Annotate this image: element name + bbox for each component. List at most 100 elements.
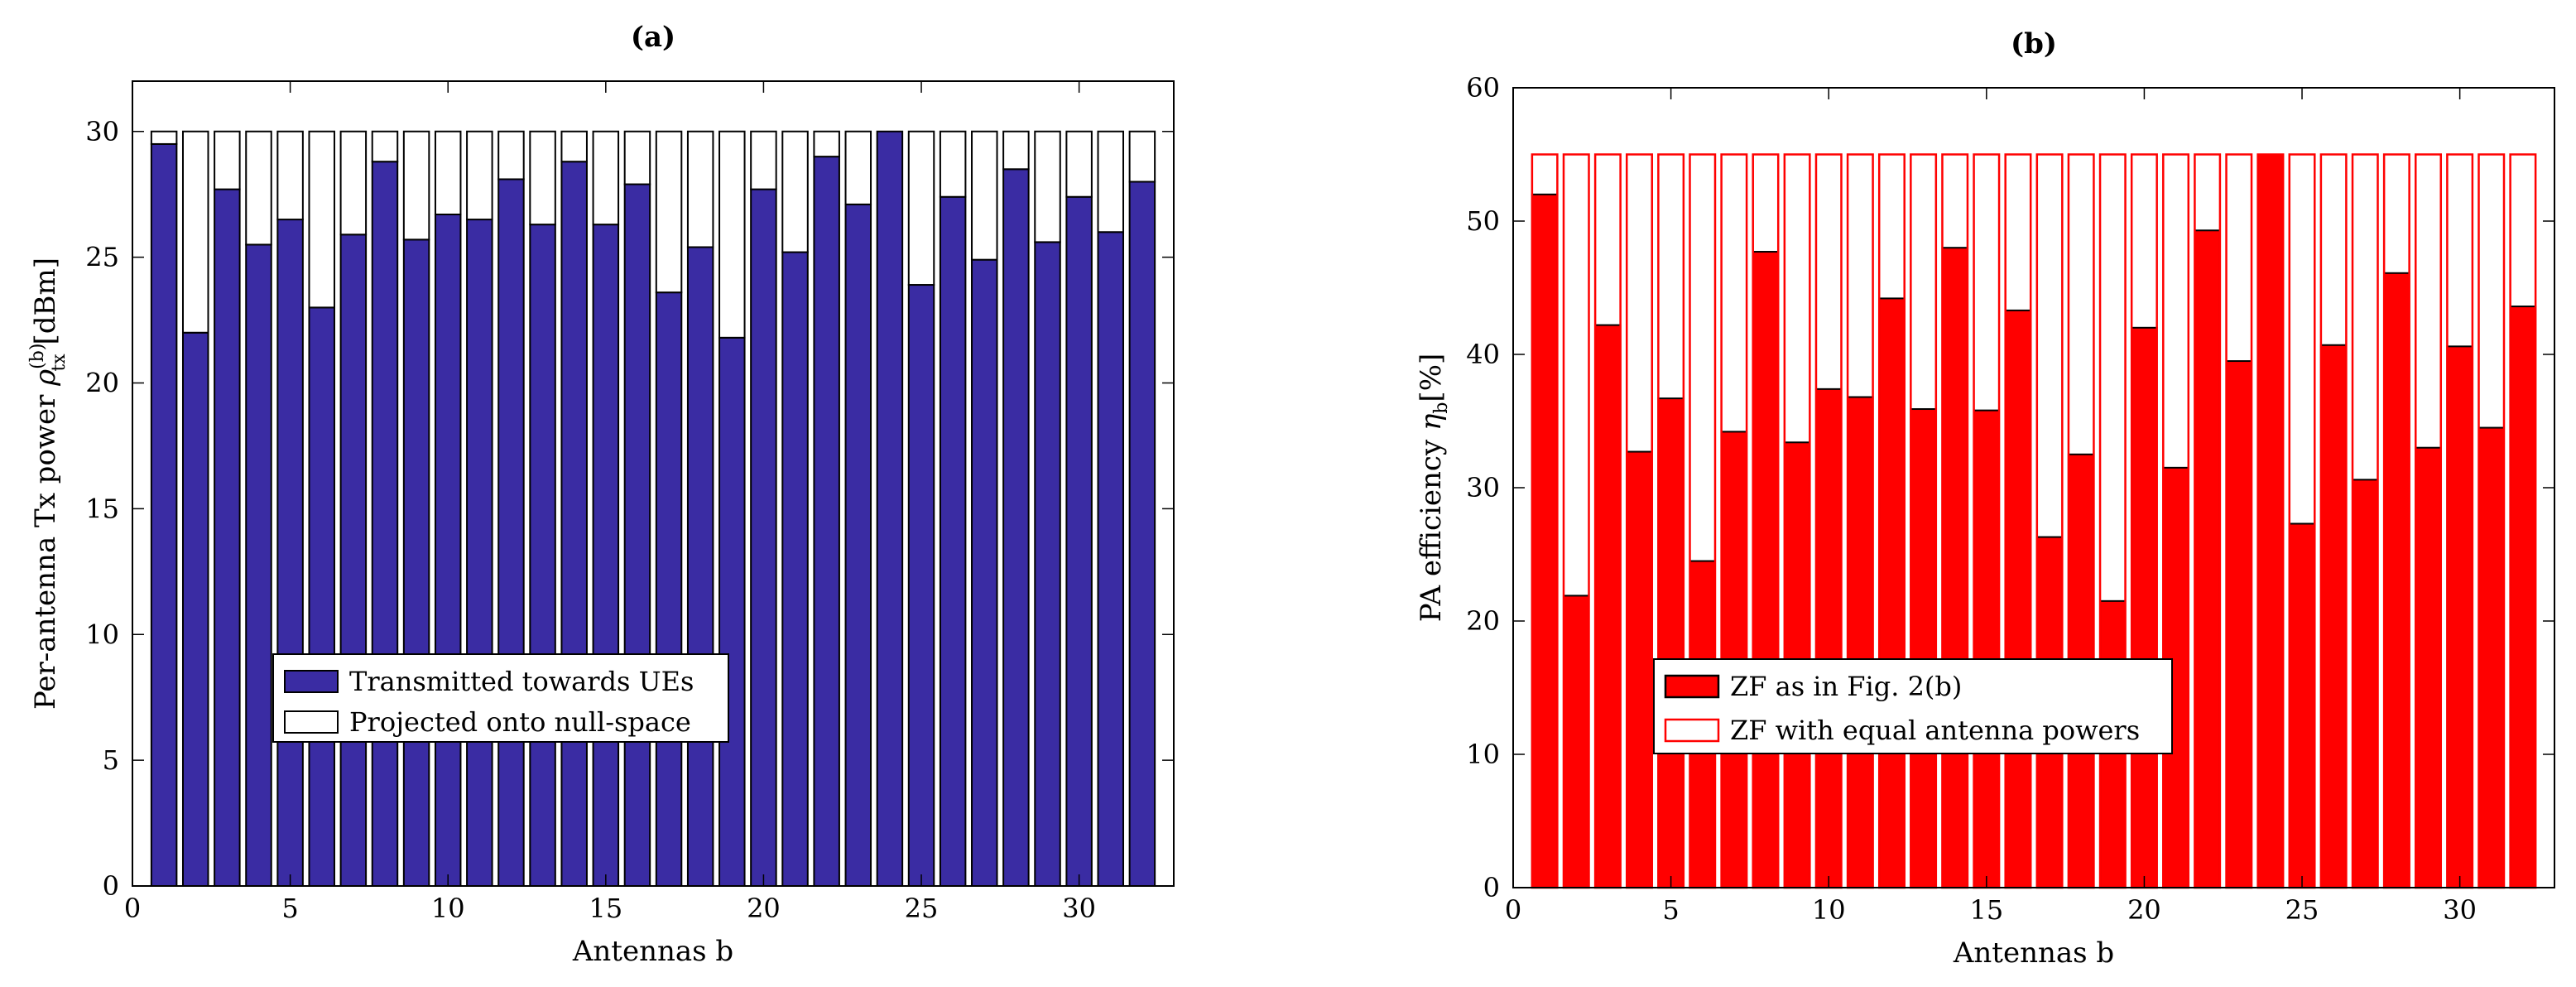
bar-transmitted bbox=[371, 161, 399, 887]
bar-null-space bbox=[1128, 130, 1156, 183]
bar-null-space bbox=[181, 130, 209, 334]
bar-null-space bbox=[560, 130, 588, 163]
chart-b: (b) 0 5 10 15 20 25 30 0 10 20 30 40 50 60 Antennas b PA… bbox=[1415, 27, 2555, 970]
y-tick-label: 30 bbox=[85, 116, 119, 147]
bar-zf bbox=[2383, 272, 2410, 889]
legend-swatch-transmitted bbox=[284, 670, 339, 693]
x-tick-label: 20 bbox=[747, 893, 781, 924]
bar-transmitted bbox=[1065, 195, 1093, 888]
bar-transmitted bbox=[592, 224, 620, 887]
bar-zf bbox=[2194, 229, 2221, 888]
x-axis-label: Antennas b bbox=[572, 935, 733, 968]
legend-swatch-null-space bbox=[284, 710, 339, 734]
x-tick-label: 5 bbox=[1662, 894, 1679, 926]
bar-zf bbox=[1531, 193, 1559, 889]
y-label-symbol: η bbox=[1415, 413, 1448, 431]
bar-zf bbox=[2256, 153, 2285, 888]
bar-transmitted bbox=[876, 130, 904, 887]
bar-null-space bbox=[276, 130, 304, 221]
bar-null-space bbox=[434, 130, 462, 215]
legend-box bbox=[1653, 658, 2173, 754]
y-tick-label: 15 bbox=[85, 493, 119, 524]
legend-label: Transmitted towards UEs bbox=[349, 666, 694, 697]
y-label-symbol: ρ bbox=[29, 369, 62, 387]
bar-zf bbox=[2352, 479, 2379, 889]
bar-zf bbox=[1814, 388, 1843, 888]
chart-title: (b) bbox=[2011, 27, 2057, 60]
bar-transmitted bbox=[181, 331, 209, 887]
bar-null-space bbox=[339, 130, 368, 236]
legend-label: Projected onto null-space bbox=[349, 706, 691, 738]
bar-null-space bbox=[592, 130, 620, 226]
legend-label: ZF as in Fig. 2(b) bbox=[1730, 671, 1962, 702]
y-label-sup: (b) bbox=[27, 344, 48, 369]
bar-null-space bbox=[813, 130, 840, 158]
bar-transmitted bbox=[939, 195, 967, 888]
bar-zf bbox=[2446, 345, 2473, 888]
y-label-text: Per-antenna Tx power bbox=[29, 386, 62, 710]
bar-transmitted bbox=[844, 203, 872, 887]
x-tick-label: 20 bbox=[2127, 894, 2161, 926]
bar-transmitted bbox=[560, 161, 588, 887]
x-tick-label: 0 bbox=[1505, 894, 1521, 926]
bar-zf bbox=[1847, 396, 1874, 888]
axes-frame bbox=[132, 80, 1175, 887]
y-tick-label: 0 bbox=[1483, 872, 1500, 903]
chart-a: (a) 0 5 10 15 20 25 30 0 5 10 15 20 25 30 Antennas b Per… bbox=[27, 21, 1175, 968]
bar-transmitted bbox=[750, 188, 777, 888]
bar-null-space bbox=[1065, 130, 1093, 198]
bar-null-space bbox=[939, 130, 967, 198]
y-label-sub: tx bbox=[49, 354, 70, 372]
bar-null-space bbox=[655, 130, 683, 294]
legend-swatch-zf bbox=[1664, 674, 1720, 699]
x-tick-label: 15 bbox=[1969, 894, 2003, 926]
x-tick-label: 0 bbox=[124, 893, 141, 924]
bar-null-space bbox=[150, 130, 178, 145]
bar-null-space bbox=[1097, 130, 1125, 234]
y-label-sub: b bbox=[1431, 402, 1452, 414]
bar-zf bbox=[1752, 251, 1780, 888]
bar-transmitted bbox=[308, 306, 335, 887]
y-tick-label: 20 bbox=[85, 368, 119, 399]
x-tick-label: 5 bbox=[281, 893, 298, 924]
bar-transmitted bbox=[1034, 241, 1061, 887]
bar-transmitted bbox=[214, 188, 241, 888]
y-tick-label: 30 bbox=[1466, 472, 1500, 503]
bar-null-space bbox=[371, 130, 399, 163]
chart-title: (a) bbox=[631, 21, 675, 54]
bar-transmitted bbox=[1128, 181, 1156, 887]
bar-transmitted bbox=[655, 291, 683, 887]
bar-zf bbox=[2415, 446, 2442, 888]
bar-null-space bbox=[529, 130, 556, 226]
x-tick-label: 10 bbox=[431, 893, 465, 924]
bar-zf bbox=[2288, 522, 2316, 888]
bar-null-space bbox=[1034, 130, 1061, 243]
bar-transmitted bbox=[339, 234, 368, 888]
bar-transmitted bbox=[466, 219, 493, 887]
bar-transmitted bbox=[276, 219, 304, 887]
bar-zf bbox=[2509, 306, 2537, 889]
x-tick-label: 25 bbox=[905, 893, 939, 924]
bar-transmitted bbox=[1002, 168, 1030, 887]
bar-transmitted bbox=[1097, 231, 1125, 887]
bar-null-space bbox=[245, 130, 272, 246]
bar-transmitted bbox=[907, 284, 935, 888]
bar-null-space bbox=[750, 130, 777, 190]
y-tick-label: 0 bbox=[103, 870, 119, 902]
bar-null-space bbox=[686, 130, 714, 248]
x-axis-label: Antennas b bbox=[1953, 936, 2114, 970]
y-tick-label: 10 bbox=[1466, 739, 1500, 770]
y-tick-label: 60 bbox=[1466, 72, 1500, 104]
bar-zf bbox=[1878, 297, 1906, 888]
bar-null-space bbox=[308, 130, 335, 309]
legend-swatch-zf-equal bbox=[1664, 718, 1720, 743]
bar-transmitted bbox=[718, 336, 746, 887]
bar-zf bbox=[1594, 324, 1622, 888]
y-tick-label: 50 bbox=[1466, 205, 1500, 237]
bar-transmitted bbox=[497, 178, 525, 887]
bar-null-space bbox=[971, 130, 998, 261]
x-tick-label: 30 bbox=[1062, 893, 1096, 924]
bar-null-space bbox=[907, 130, 935, 286]
bar-zf bbox=[2477, 426, 2506, 888]
